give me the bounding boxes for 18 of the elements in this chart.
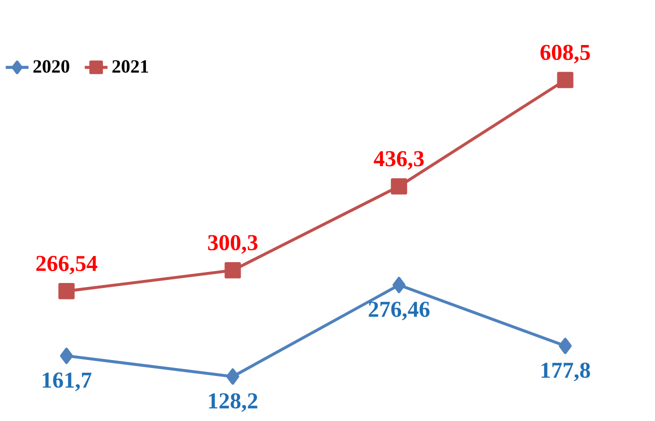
point	[58, 283, 75, 300]
data-label: 436,3	[374, 151, 424, 170]
point	[226, 368, 240, 385]
data-label: 276,46	[368, 302, 430, 320]
data-label: 266,54	[36, 256, 98, 274]
legend-label: 2021	[112, 60, 148, 73]
point	[60, 348, 73, 364]
legend-label: 2020	[33, 60, 70, 73]
point	[558, 338, 572, 354]
point	[557, 72, 574, 88]
data-label: 128,2	[209, 393, 258, 412]
point	[392, 276, 406, 294]
point	[224, 262, 241, 278]
data-label: 300,3	[208, 235, 258, 254]
data-label: 608,5	[540, 44, 590, 64]
data-label: 177,8	[542, 362, 590, 382]
data-label: 161,7	[42, 372, 92, 392]
point	[390, 178, 408, 194]
